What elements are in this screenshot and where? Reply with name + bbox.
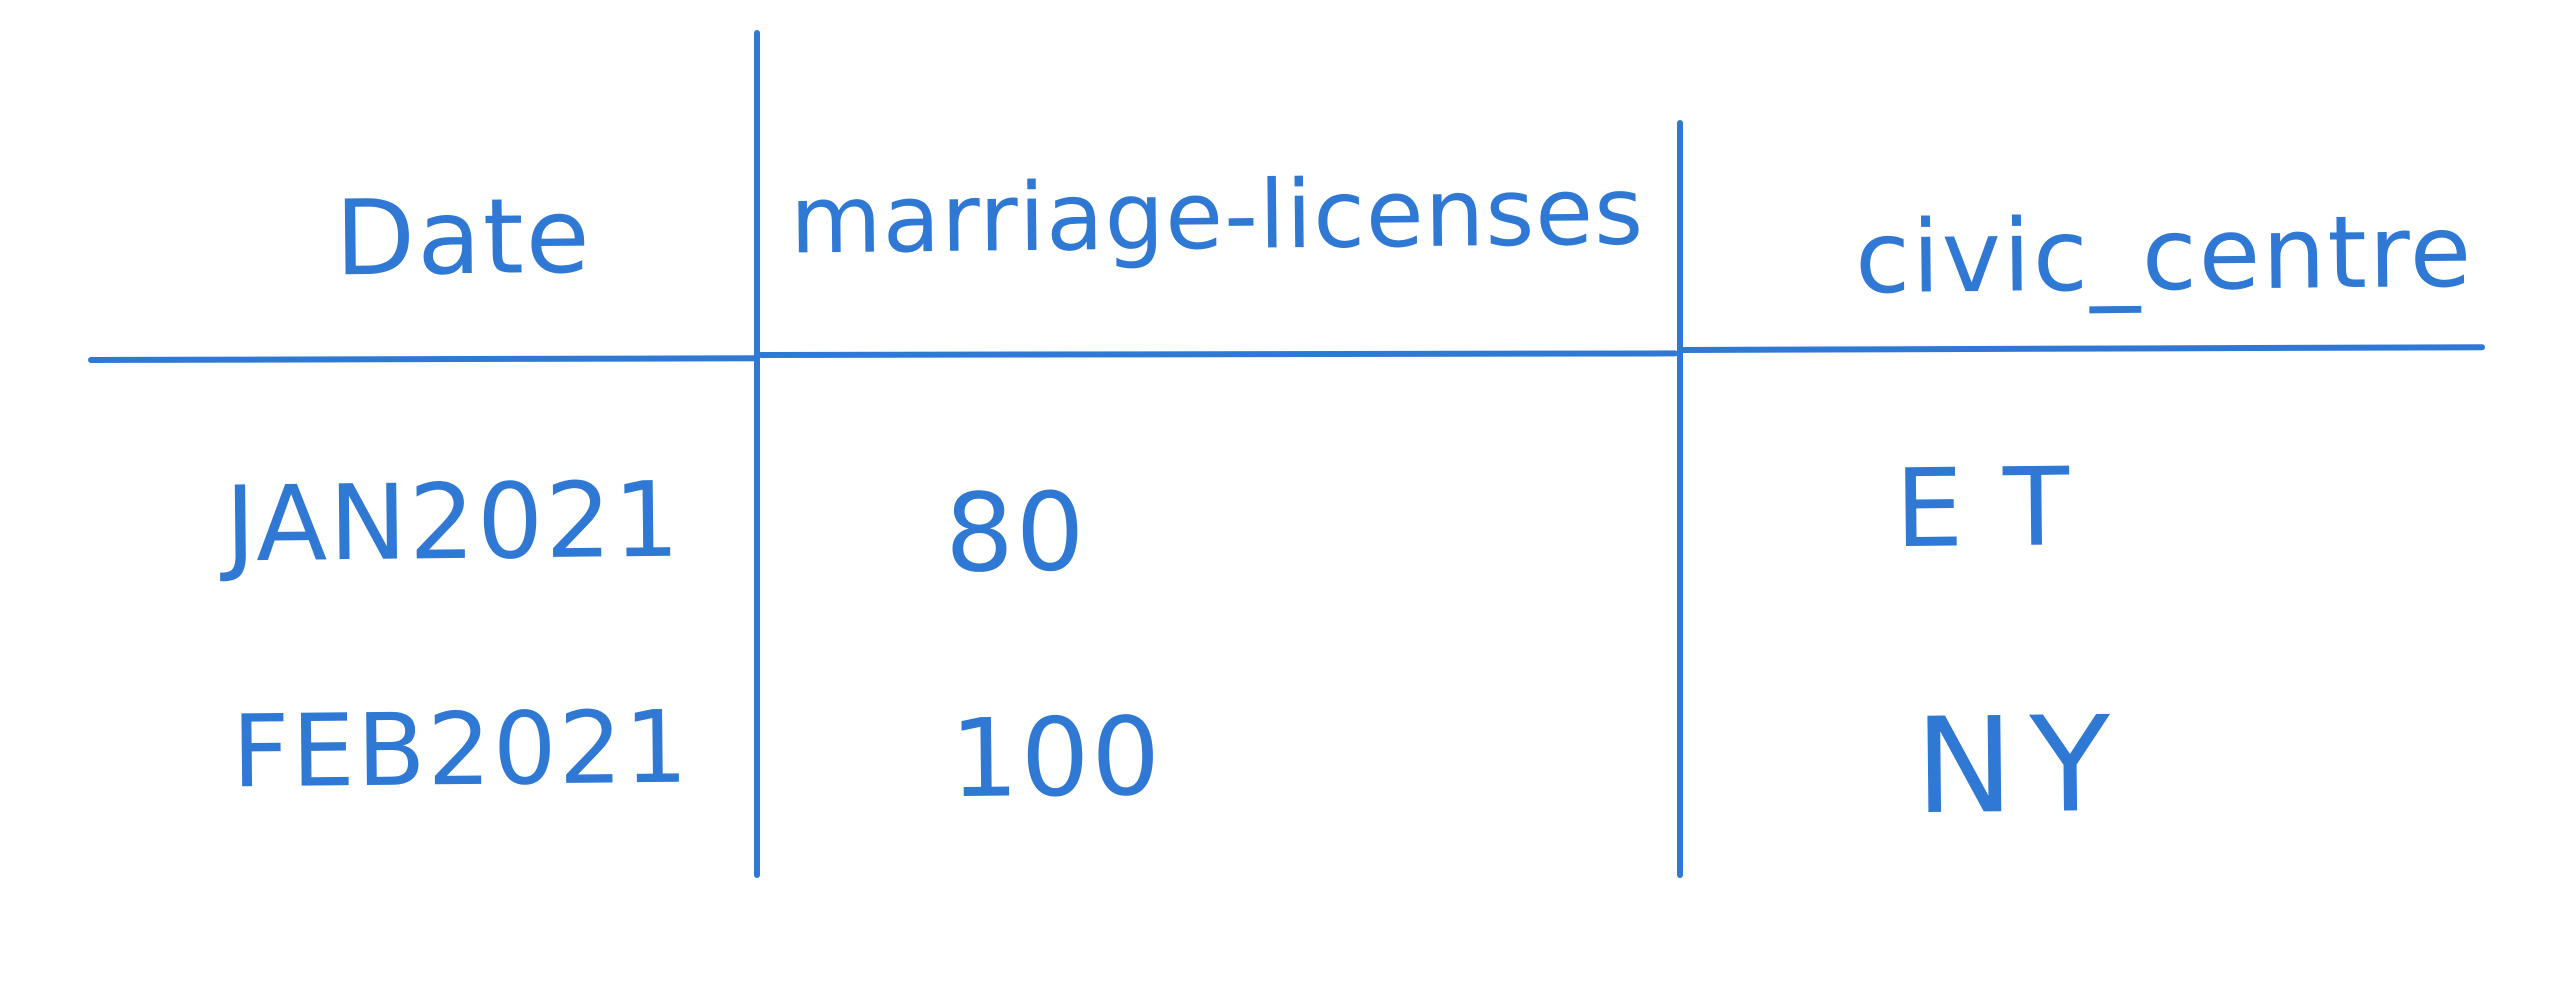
cell-row1-civic-centre: ET (1894, 444, 2110, 573)
cell-row1-date: JAN2021 (224, 458, 683, 586)
cell-row2-marriage-licenses: 100 (949, 694, 1163, 823)
column-divider-left (754, 30, 760, 878)
cell-row2-civic-centre: NY (1914, 687, 2128, 845)
cell-row2-date: FEB2021 (231, 688, 691, 811)
header-date: Date (334, 174, 593, 300)
header-marriage-licenses: marriage-licenses (789, 157, 1645, 276)
cell-row1-marriage-licenses: 80 (944, 470, 1088, 597)
header-civic-centre: civic_centre (1854, 192, 2474, 317)
header-underline-right (1679, 344, 2486, 353)
header-underline-middle (757, 350, 1679, 358)
column-divider-right (1677, 120, 1683, 878)
header-underline-left (87, 355, 759, 363)
